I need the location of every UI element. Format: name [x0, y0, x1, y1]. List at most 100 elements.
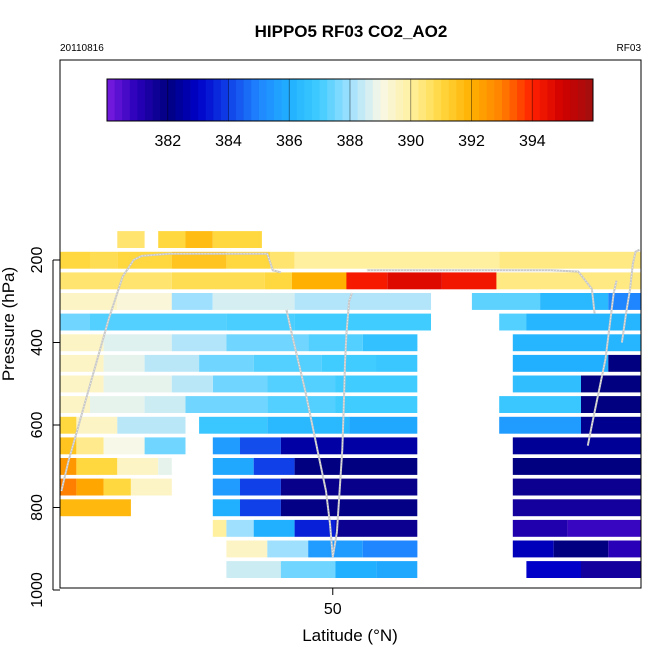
colorbar-tick-label: 390 — [397, 133, 424, 150]
colorbar-swatch — [198, 79, 207, 121]
heatmap-cell — [60, 272, 172, 290]
colorbar-swatch — [517, 79, 526, 121]
heatmap-cell — [103, 334, 172, 352]
heatmap-cell — [103, 478, 131, 496]
heatmap-cell — [581, 416, 641, 434]
colorbar-swatch — [296, 79, 305, 121]
heatmap-cell — [117, 293, 172, 310]
heatmap-cell — [512, 458, 641, 475]
heatmap-cell — [226, 313, 295, 331]
heatmap-cell — [512, 354, 609, 372]
flight-tracks — [60, 248, 641, 558]
heatmap-cell — [335, 561, 377, 578]
colorbar-tick-label: 386 — [276, 133, 303, 150]
colorbar-swatch — [494, 79, 503, 121]
colorbar-swatch — [182, 79, 191, 121]
heatmap-cell — [240, 478, 281, 496]
flight-label: RF03 — [617, 43, 642, 54]
colorbar-swatch — [547, 79, 556, 121]
heatmap-cell — [185, 313, 227, 331]
heatmap-cell — [264, 272, 292, 290]
heatmap-cell — [362, 540, 418, 558]
colorbar-swatch — [236, 79, 245, 121]
heatmap-cell — [512, 540, 554, 558]
colorbar-swatch — [365, 79, 374, 121]
y-tick-label: 400 — [29, 329, 46, 356]
heatmap-cell — [144, 396, 186, 413]
heatmap-cell — [60, 375, 104, 393]
heatmap-cell — [90, 251, 118, 269]
heatmap-cell — [212, 231, 262, 248]
heatmap-cell — [294, 293, 431, 310]
heatmap-cell — [512, 375, 581, 393]
colorbar-swatch — [228, 79, 237, 121]
heatmap-cell — [499, 396, 581, 413]
heatmap-cell — [349, 416, 418, 434]
heatmap-cell — [608, 540, 641, 558]
heatmap-cell — [280, 561, 336, 578]
colorbar-swatch — [312, 79, 321, 121]
heatmap-cell — [60, 499, 131, 517]
colorbar-swatch — [555, 79, 564, 121]
colorbar-swatch — [213, 79, 222, 121]
heatmap-cell — [387, 272, 442, 290]
y-tick-label: 1000 — [29, 572, 46, 608]
heatmap-cell — [171, 251, 227, 269]
heatmap-cell — [199, 354, 254, 372]
x-axis-label: Latitude (°N) — [302, 626, 398, 645]
heatmap-cell — [526, 313, 641, 331]
heatmap-cell — [581, 396, 641, 413]
y-axis-label: Pressure (hPa) — [0, 267, 18, 381]
heatmap-cell — [346, 272, 388, 290]
flight-track-samples — [366, 269, 596, 314]
colorbar-swatch — [486, 79, 495, 121]
heatmap-cell — [291, 272, 347, 290]
colorbar-tick-label: 392 — [458, 133, 485, 150]
heatmap-cell — [308, 540, 363, 558]
heatmap-cell — [567, 519, 641, 537]
colorbar-swatch — [190, 79, 199, 121]
heatmap-cell — [76, 478, 104, 496]
y-tick-label: 200 — [29, 247, 46, 274]
colorbar-swatch — [129, 79, 138, 121]
heatmap-cell — [60, 416, 77, 434]
colorbar-swatch — [479, 79, 488, 121]
y-tick-label: 600 — [29, 412, 46, 439]
colorbar-swatch — [562, 79, 571, 121]
axes: 50 200 400 600 800 1000 — [29, 247, 342, 618]
heatmap-cell — [158, 231, 186, 248]
heatmap-cell — [362, 334, 418, 352]
heatmap-cell — [267, 540, 309, 558]
colorbar-swatch — [152, 79, 161, 121]
heatmap-cell — [280, 478, 418, 496]
heatmap-cell — [171, 334, 227, 352]
heatmap-cell — [471, 293, 541, 310]
colorbar-swatch — [334, 79, 343, 121]
heatmap-cell — [294, 313, 431, 331]
heatmap-cell — [321, 354, 377, 372]
heatmap-cell — [171, 293, 213, 310]
colorbar-swatch — [220, 79, 229, 121]
colorbar-swatch — [122, 79, 131, 121]
heatmap-cell — [499, 416, 581, 434]
heatmap-cell — [226, 251, 270, 269]
flight-track-samples — [621, 249, 640, 343]
colorbar-swatch — [107, 79, 115, 121]
colorbar-tick-label: 388 — [337, 133, 364, 150]
colorbar-swatch — [357, 79, 366, 121]
colorbar-swatch — [281, 79, 290, 121]
plot-frame — [59, 59, 642, 589]
colorbar-swatch — [342, 79, 351, 121]
colorbar-swatch — [289, 79, 298, 121]
colorbar-swatch — [585, 79, 594, 121]
colorbar-swatch — [114, 79, 123, 121]
heatmap-cell — [512, 499, 641, 517]
heatmap-cell — [253, 458, 295, 475]
heatmap-cell — [226, 540, 268, 558]
heatmap-cell — [294, 519, 336, 537]
x-tick-label: 50 — [324, 601, 342, 618]
heatmap-cell — [158, 458, 172, 475]
heatmap-cell — [267, 396, 336, 413]
colorbar-frame — [106, 78, 594, 122]
